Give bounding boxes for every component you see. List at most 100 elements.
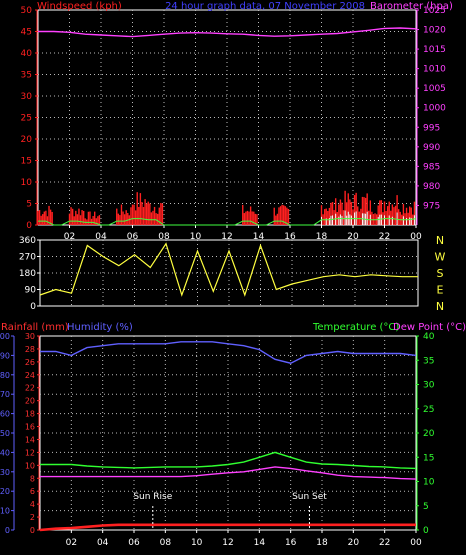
x-tick-label: 06 xyxy=(127,232,139,242)
compass-label: W xyxy=(435,251,446,264)
x-tick-label: 04 xyxy=(97,538,109,548)
rain-humidity-temp-panel: 0102030405060708090100 02468101214161820… xyxy=(0,322,466,548)
x-tick-label: 04 xyxy=(95,232,107,242)
barometer-axis: 975 980 985 990 995 1000 1005 1010 1015 1020 1025 xyxy=(416,6,446,225)
windspeed-tick-label: 25 xyxy=(21,114,32,124)
wind-baro-time-axis: 02 04 06 08 10 12 14 16 18 20 22 00 xyxy=(64,225,422,242)
x-tick-label: 12 xyxy=(222,538,233,548)
rainfall-line xyxy=(39,523,416,532)
humidity-tick-label: 10 xyxy=(0,507,10,516)
direction-tick-label: 270 xyxy=(19,253,36,263)
barometer-tick-label: 1010 xyxy=(423,65,446,75)
dewpoint-label: Dew Point (°C) xyxy=(393,322,466,333)
rainfall-tick-label: 20 xyxy=(25,397,35,406)
dewpoint-line xyxy=(40,466,417,480)
x-tick-label: 08 xyxy=(160,538,172,548)
humidity-line xyxy=(40,341,417,364)
barometer-tick-label: 1020 xyxy=(423,26,446,36)
x-tick-label: 10 xyxy=(190,232,202,242)
temperature-axis: 0 5 10 15 20 25 30 35 40 xyxy=(416,332,435,536)
humidity-tick-label: 30 xyxy=(0,468,10,477)
windspeed-tick-label: 20 xyxy=(21,135,33,145)
rainfall-tick-label: 24 xyxy=(25,371,35,380)
windspeed-tick-label: 45 xyxy=(21,28,32,38)
humidity-axis: 0 10 20 30 40 50 60 70 80 90 100 xyxy=(0,332,15,535)
sunset-label: Sun Set xyxy=(292,492,327,502)
x-tick-label: 02 xyxy=(66,538,77,548)
windspeed-axis: 0 5 10 15 20 25 30 35 40 45 50 xyxy=(21,6,38,231)
barometer-label: Barometer (hpa) xyxy=(370,1,453,12)
x-tick-label: 20 xyxy=(348,538,360,548)
temperature-line xyxy=(40,451,417,470)
barometer-tick-label: 985 xyxy=(423,162,440,172)
direction-tick-label: 90 xyxy=(25,286,37,296)
sunrise-label: Sun Rise xyxy=(133,492,172,502)
wind-baro-frame xyxy=(37,9,417,226)
x-tick-label: 10 xyxy=(191,538,203,548)
barometer-tick-label: 995 xyxy=(423,123,440,133)
barometer-tick-label: 1025 xyxy=(423,6,446,16)
rainfall-tick-label: 16 xyxy=(25,423,35,432)
compass-label: S xyxy=(437,267,444,280)
x-tick-label: 14 xyxy=(253,232,265,242)
temperature-tick-label: 40 xyxy=(423,332,435,342)
rainfall-tick-label: 26 xyxy=(25,358,35,367)
x-tick-label: 00 xyxy=(410,232,422,242)
rainfall-tick-label: 18 xyxy=(25,410,35,419)
humidity-label: Humidity (%) xyxy=(67,322,133,333)
rainfall-tick-label: 8 xyxy=(30,474,35,483)
compass-label: N xyxy=(436,300,444,313)
rainfall-tick-label: 28 xyxy=(25,345,35,354)
rainfall-tick-label: 4 xyxy=(30,500,35,509)
rainfall-tick-label: 14 xyxy=(25,435,35,444)
temperature-tick-label: 10 xyxy=(423,478,435,488)
humidity-tick-label: 50 xyxy=(0,429,10,438)
barometer-tick-label: 980 xyxy=(423,182,440,192)
wind-average-line xyxy=(38,218,417,226)
barometer-tick-label: 1015 xyxy=(423,45,446,55)
rain-humidity-temp-grid xyxy=(40,336,416,530)
humidity-tick-label: 70 xyxy=(0,390,10,399)
compass-label: E xyxy=(437,284,444,297)
x-tick-label: 18 xyxy=(316,232,328,242)
windspeed-tick-label: 15 xyxy=(21,157,32,167)
barometer-tick-label: 975 xyxy=(423,201,440,211)
temperature-tick-label: 0 xyxy=(423,526,429,536)
windspeed-tick-label: 0 xyxy=(26,221,32,231)
x-tick-label: 18 xyxy=(316,538,328,548)
barometer-tick-label: 1000 xyxy=(423,104,446,114)
humidity-tick-label: 40 xyxy=(0,448,10,457)
windspeed-label: Windspeed (kph) xyxy=(37,1,122,12)
temperature-tick-label: 15 xyxy=(423,453,434,463)
rainfall-label: Rainfall (mm) xyxy=(1,322,69,333)
rainfall-tick-label: 30 xyxy=(25,332,35,341)
rainfall-tick-label: 6 xyxy=(30,487,35,496)
windspeed-tick-label: 50 xyxy=(21,6,33,16)
rain-humidity-temp-time-axis: 02 04 06 08 10 12 14 16 18 20 22 00 xyxy=(66,530,422,548)
x-tick-label: 14 xyxy=(254,538,266,548)
x-tick-label: 22 xyxy=(379,232,390,242)
barometer-tick-label: 1005 xyxy=(423,84,446,94)
rainfall-tick-label: 10 xyxy=(25,461,35,470)
barometer-line xyxy=(38,27,417,38)
x-tick-label: 16 xyxy=(284,232,296,242)
windspeed-tick-label: 30 xyxy=(21,92,33,102)
x-tick-label: 16 xyxy=(285,538,297,548)
direction-tick-label: 180 xyxy=(19,269,36,279)
windspeed-tick-label: 10 xyxy=(21,178,33,188)
rainfall-tick-label: 0 xyxy=(30,526,35,535)
humidity-tick-label: 90 xyxy=(0,351,10,360)
wind-direction-grid xyxy=(40,240,418,306)
compass-label: N xyxy=(436,234,444,247)
windspeed-tick-label: 35 xyxy=(21,71,32,81)
x-tick-label: 02 xyxy=(64,232,75,242)
x-tick-label: 08 xyxy=(158,232,170,242)
direction-tick-label: 0 xyxy=(30,302,36,312)
temperature-tick-label: 25 xyxy=(423,405,434,415)
